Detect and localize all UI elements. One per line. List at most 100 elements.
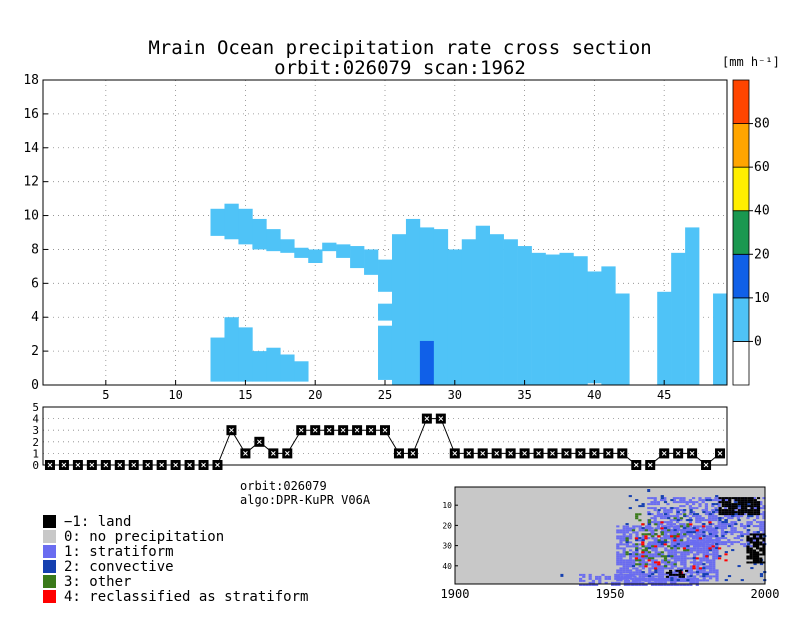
type-series (44, 413, 726, 470)
type-marker-cross (661, 451, 667, 456)
map-convective-cell (724, 579, 728, 582)
map-stratiform-cell (650, 513, 654, 516)
map-stratiform-cell (616, 529, 620, 532)
map-convective-cell (660, 543, 664, 546)
map-convective-cell (641, 571, 645, 574)
map-reclassified-cell (660, 521, 664, 524)
map-stratiform-cell (661, 559, 665, 562)
map-stratiform-cell (736, 515, 740, 518)
map-stratiform-cell (717, 499, 721, 502)
colorbar-block (732, 79, 750, 124)
map-land-cell (756, 503, 761, 506)
map-reclassified-cell (692, 565, 696, 568)
map-reclassified-cell (670, 535, 674, 538)
map-land-cell (752, 553, 756, 556)
type-marker-cross (159, 462, 165, 468)
map-stratiform-cell (650, 501, 654, 504)
map-stratiform-cell (698, 545, 702, 548)
map-stratiform-cell (724, 543, 728, 546)
map-stratiform-cell (733, 531, 737, 534)
map-convective-cell (702, 511, 706, 514)
map-other-cell (676, 533, 680, 536)
map-stratiform-cell (715, 557, 719, 560)
map-stratiform-cell (679, 535, 683, 538)
map-stratiform-cell (676, 497, 680, 500)
rain-column (252, 218, 267, 250)
map-land-cell (734, 503, 738, 506)
colorbar-block (732, 341, 750, 386)
map-stratiform-cell (680, 567, 684, 570)
map-convective-cell (740, 579, 744, 582)
map-other-cell (654, 529, 658, 532)
map-stratiform-cell (686, 551, 690, 554)
map-stratiform-cell (622, 569, 626, 572)
map-stratiform-cell (685, 541, 689, 544)
map-stratiform-cell (625, 565, 629, 568)
map-stratiform-cell (660, 513, 664, 516)
map-reclassified-cell (702, 525, 706, 528)
map-stratiform-cell (715, 553, 719, 556)
map-stratiform-cell (712, 531, 716, 534)
map-stratiform-cell (749, 521, 753, 524)
map-convective-cell (737, 565, 741, 568)
map-stratiform-cell (654, 537, 658, 540)
type-y-tick-label: 2 (32, 436, 39, 449)
map-stratiform-cell (663, 497, 667, 500)
map-stratiform-cell (651, 543, 655, 546)
map-stratiform-cell (717, 521, 721, 524)
map-stratiform-cell (715, 573, 719, 576)
map-stratiform-cell (638, 581, 642, 584)
map-stratiform-cell (673, 525, 677, 528)
type-marker-cross (131, 462, 137, 468)
type-marker-cross (424, 416, 430, 421)
map-stratiform-cell (667, 579, 671, 582)
map-stratiform-cell (752, 531, 756, 534)
map-stratiform-cell (708, 541, 712, 544)
map-reclassified-cell (644, 535, 648, 538)
map-land-cell (669, 569, 673, 572)
map-land-cell (744, 499, 748, 502)
map-stratiform-cell (701, 527, 705, 530)
map-stratiform-cell (704, 541, 708, 544)
chart-title: Mrain Ocean precipitation rate cross sec… (148, 37, 651, 59)
map-stratiform-cell (683, 559, 687, 562)
map-stratiform-cell (743, 533, 747, 536)
map-stratiform-cell (625, 567, 629, 570)
map-reclassified-cell (634, 557, 638, 560)
map-stratiform-cell (660, 537, 664, 540)
map-stratiform-cell (759, 521, 763, 524)
map-land-cell (681, 573, 685, 576)
map-stratiform-cell (588, 581, 592, 584)
map-land-cell (756, 505, 761, 508)
map-stratiform-cell (666, 583, 671, 586)
map-land-cell (756, 539, 760, 542)
map-other-cell (638, 563, 642, 566)
map-stratiform-cell (651, 559, 655, 562)
map-convective-cell (647, 575, 652, 578)
rain-column-lower (224, 317, 239, 382)
map-stratiform-cell (616, 537, 620, 540)
map-stratiform-cell (712, 547, 716, 550)
map-convective-cell (724, 551, 728, 554)
map-other-cell (663, 539, 668, 542)
map-stratiform-cell (595, 575, 599, 578)
map-other-cell (679, 539, 684, 542)
map-stratiform-cell (645, 573, 649, 576)
map-stratiform-cell (673, 559, 677, 562)
legend-label: 3: other (64, 574, 131, 590)
map-stratiform-cell (657, 565, 661, 568)
map-stratiform-cell (619, 535, 623, 538)
map-stratiform-cell (698, 505, 702, 508)
map-stratiform-cell (688, 543, 692, 546)
map-stratiform-cell (720, 541, 724, 544)
map-other-cell (644, 533, 648, 536)
map-convective-cell (718, 555, 722, 558)
map-stratiform-cell (715, 577, 719, 580)
map-stratiform-cell (661, 565, 665, 568)
map-stratiform-cell (654, 547, 658, 550)
map-stratiform-cell (682, 543, 686, 546)
map-other-cell (647, 557, 652, 560)
map-land-cell (759, 553, 763, 556)
map-stratiform-cell (698, 543, 702, 546)
map-stratiform-cell (673, 583, 677, 586)
